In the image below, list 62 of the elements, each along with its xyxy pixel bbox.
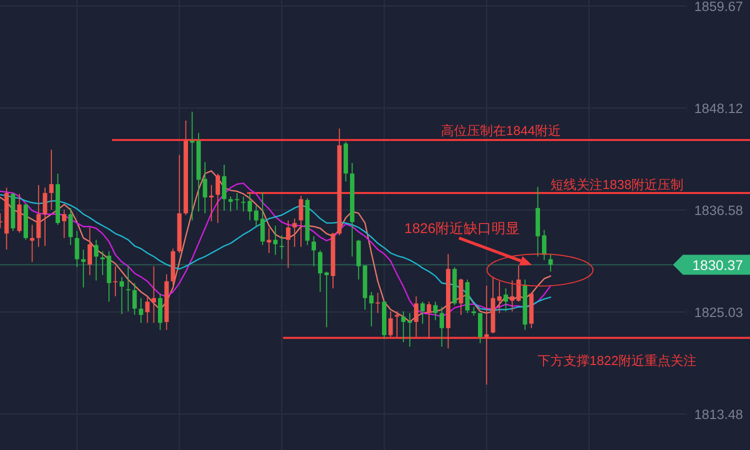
y-tick-label: 1848.12 (694, 100, 743, 116)
candlestick (504, 288, 508, 312)
candlestick (68, 208, 73, 246)
candlestick (458, 278, 464, 316)
candlestick (216, 173, 220, 224)
candlestick (280, 234, 284, 260)
candlestick (74, 230, 80, 268)
candlestick (516, 264, 521, 302)
ref-line-label: 高位压制在1844附近 (441, 122, 561, 138)
candlestick (260, 192, 265, 246)
candlestick (376, 292, 380, 314)
candlestick (408, 312, 412, 348)
candlestick (138, 298, 144, 324)
candlestick (414, 296, 418, 338)
candlestick (478, 312, 482, 344)
ref-line-label: 短线关注1838附近压制 (550, 176, 684, 192)
candlestick (222, 164, 226, 212)
candlestick (228, 196, 233, 212)
candlestick (88, 226, 92, 276)
candlestick (126, 266, 130, 312)
candlestick (542, 230, 546, 261)
candlestick (484, 285, 489, 386)
y-tick-label: 1813.48 (694, 406, 743, 422)
candlestick (81, 249, 86, 288)
candlestick (209, 184, 214, 222)
candlestick (497, 280, 502, 314)
candlestick (286, 220, 290, 269)
candlestick (62, 209, 66, 239)
candlestick (113, 266, 118, 297)
annotation: 1826附近缺口明显 (404, 220, 520, 236)
candlestick (312, 236, 316, 267)
ref-line-label: 1830.37 (692, 256, 744, 273)
candlestick (202, 162, 208, 214)
candlestick (298, 195, 304, 248)
candlestick (30, 224, 34, 262)
candlestick (433, 301, 438, 321)
candlestick (324, 271, 329, 328)
y-tick-label: 1859.67 (694, 0, 743, 14)
candlestick (120, 276, 124, 314)
candlestick (369, 291, 374, 327)
candlestick (318, 250, 322, 292)
candlestick (152, 266, 156, 324)
y-tick-label: 1825.03 (694, 304, 743, 320)
candlestick (292, 218, 297, 248)
ref-line-label: 下方支撑1822附近重点关注 (538, 352, 696, 368)
candlestick (510, 280, 514, 312)
candlestick (42, 187, 48, 246)
candlestick (36, 184, 41, 248)
candlestick (440, 306, 444, 348)
candlestick (388, 310, 393, 338)
candlestick (241, 196, 246, 212)
candlestick (254, 204, 258, 228)
candlestick (548, 253, 553, 272)
y-tick-label: 1836.58 (694, 202, 743, 218)
candlestick (94, 239, 98, 281)
candlestick (145, 296, 150, 324)
candlestick (273, 225, 278, 256)
candlestick (420, 301, 425, 324)
candlestick (401, 310, 406, 343)
candlestick (49, 149, 54, 210)
candlestick (248, 192, 252, 221)
candlestick (132, 282, 137, 316)
